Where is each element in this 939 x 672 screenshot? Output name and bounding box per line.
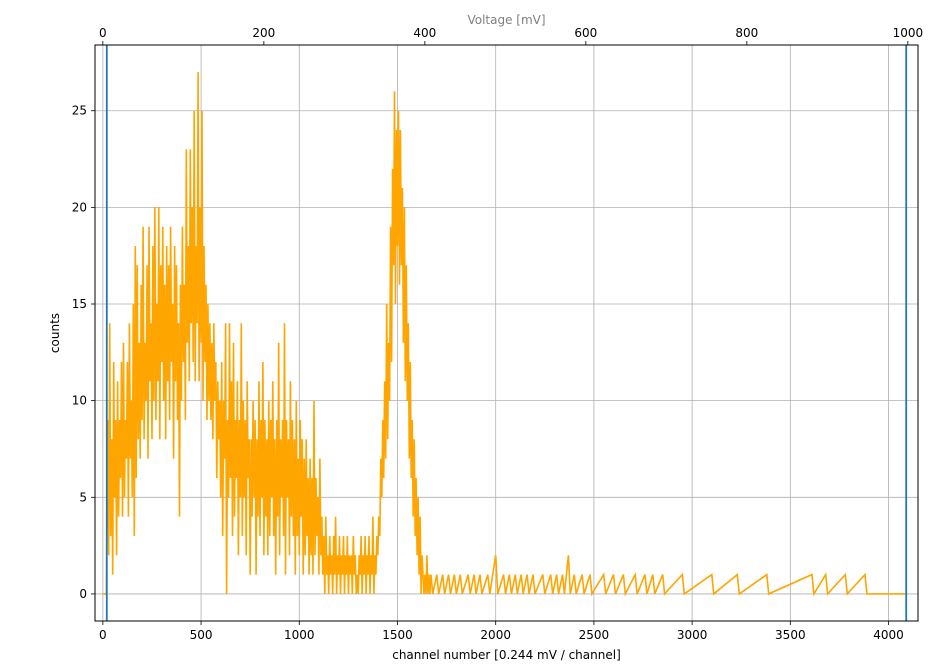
x-tick-label: 2000 bbox=[480, 628, 511, 642]
x-tick-label: 1500 bbox=[382, 628, 413, 642]
y-tick-label: 15 bbox=[72, 297, 87, 311]
y-tick-label: 5 bbox=[79, 490, 87, 504]
x-tick-label: 500 bbox=[190, 628, 213, 642]
top-axis-ticks: 0 200 400 600 800 1000 bbox=[99, 26, 923, 45]
x-tick-label: 3500 bbox=[775, 628, 806, 642]
y-axis-ticks: 0 5 10 15 20 25 bbox=[72, 104, 95, 601]
top-axis-label: Voltage [mV] bbox=[467, 13, 545, 27]
top-tick-label: 800 bbox=[735, 26, 758, 40]
y-tick-label: 10 bbox=[72, 394, 87, 408]
x-tick-label: 1000 bbox=[284, 628, 315, 642]
y-tick-label: 0 bbox=[79, 587, 87, 601]
x-axis-ticks: 0 500 1000 1500 2000 2500 3000 3500 4000 bbox=[99, 621, 904, 642]
series-line bbox=[102, 72, 907, 597]
plot-area bbox=[102, 72, 907, 597]
y-axis-label: counts bbox=[48, 313, 62, 353]
top-tick-label: 0 bbox=[99, 26, 107, 40]
x-axis-label: channel number [0.244 mV / channel] bbox=[392, 648, 621, 662]
top-tick-label: 600 bbox=[574, 26, 597, 40]
x-tick-label: 0 bbox=[99, 628, 107, 642]
x-tick-label: 2500 bbox=[579, 628, 610, 642]
top-tick-label: 200 bbox=[252, 26, 275, 40]
plot-frame bbox=[94, 44, 919, 622]
x-tick-label: 4000 bbox=[873, 628, 904, 642]
top-tick-label: 1000 bbox=[893, 26, 924, 40]
y-tick-label: 25 bbox=[72, 104, 87, 118]
x-tick-label: 3000 bbox=[677, 628, 708, 642]
grid-lines bbox=[95, 45, 918, 621]
vertical-markers bbox=[105, 45, 908, 621]
y-tick-label: 20 bbox=[72, 200, 87, 214]
top-tick-label: 400 bbox=[413, 26, 436, 40]
